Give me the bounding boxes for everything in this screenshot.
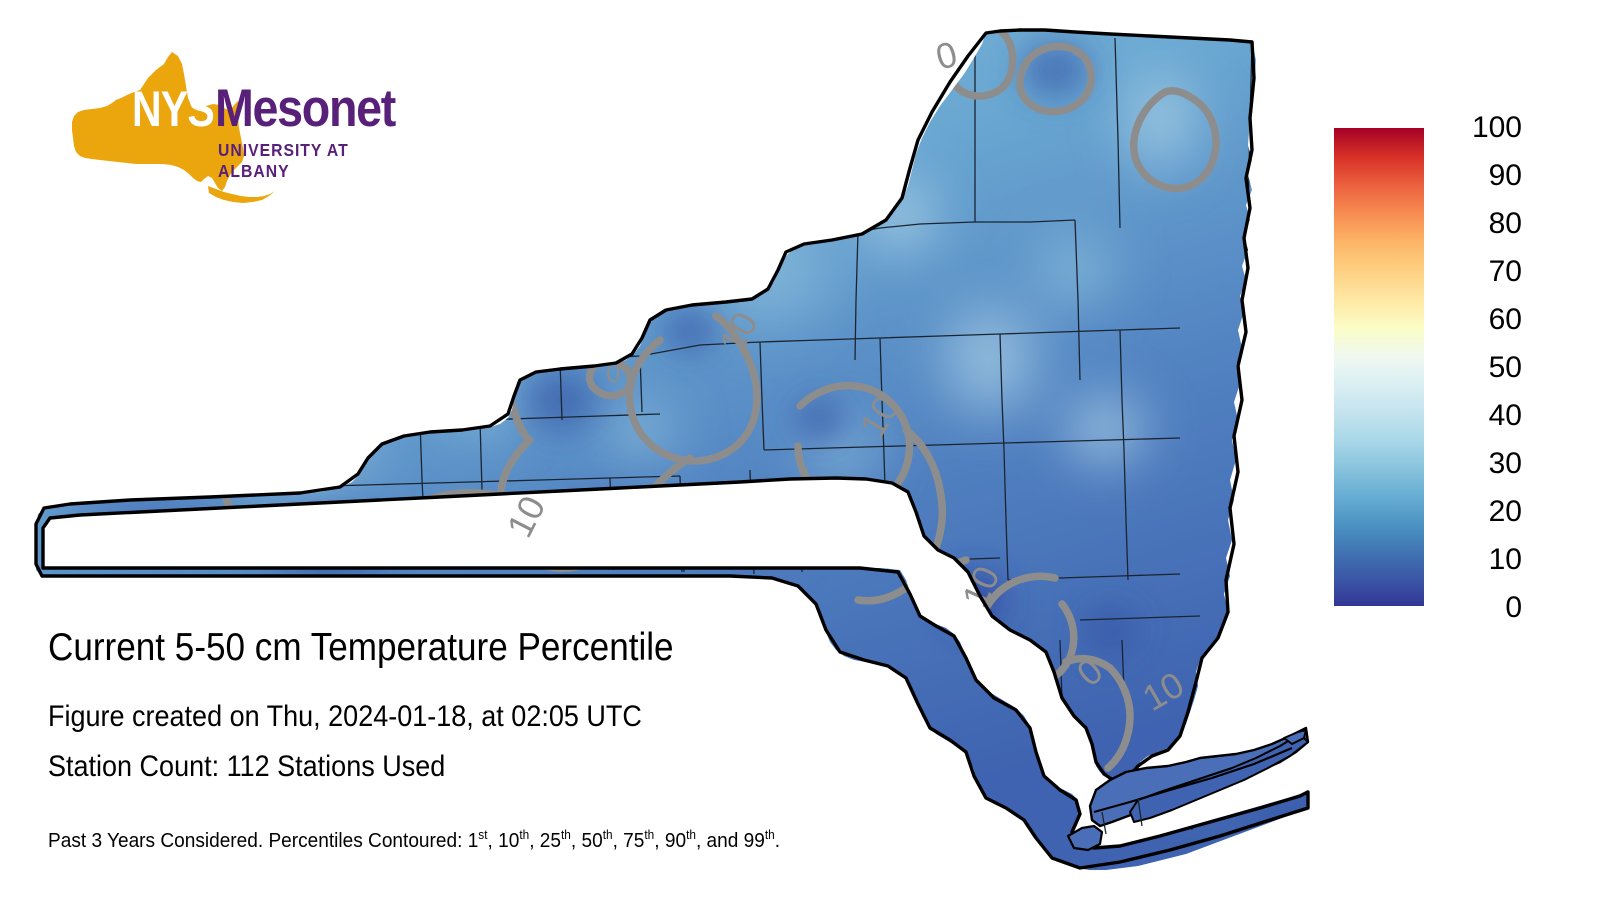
ordinal-suffix: th <box>602 827 613 842</box>
figure-created-text: Figure created on Thu, 2024-01-18, at 02… <box>48 700 642 733</box>
ordinal-suffix: th <box>686 827 696 842</box>
colorbar-tick-0: 0 <box>1505 591 1522 624</box>
colorbar-tick-20: 20 <box>1488 495 1522 528</box>
page-title: Current 5-50 cm Temperature Percentile <box>48 626 674 669</box>
colorbar-tick-40: 40 <box>1488 399 1522 432</box>
colorbar-tick-10: 10 <box>1488 543 1522 576</box>
ordinal-suffix: st <box>478 827 488 842</box>
nys-mesonet-logo: NYS Mesonet UNIVERSITY AT ALBANY <box>52 48 402 208</box>
station-count-text: Station Count: 112 Stations Used <box>48 750 446 783</box>
logo-brand-mesonet: Mesonet <box>215 79 396 138</box>
long-island-region <box>1066 726 1310 852</box>
state-boundary <box>34 28 1310 870</box>
contour-label: 10 <box>499 489 554 543</box>
ordinal-suffix: th <box>561 827 571 842</box>
ordinal-suffix: th <box>644 827 655 842</box>
colorbar-tick-70: 70 <box>1488 255 1522 288</box>
new-york-state-logo-shape <box>72 52 278 203</box>
new-york-state-percentile-map: 10 10 10 10 10 0 0 0 <box>34 28 1310 870</box>
ordinal-suffix: th <box>519 827 530 842</box>
colorbar-tick-50: 50 <box>1488 351 1522 384</box>
logo-brand-nys: NYS <box>132 81 215 137</box>
colorbar-tick-80: 80 <box>1488 207 1522 240</box>
colorbar-gradient <box>1334 128 1424 606</box>
logo-subtitle: UNIVERSITY AT ALBANY <box>218 140 349 181</box>
colorbar: 100 90 80 70 60 50 40 30 20 10 0 <box>1334 113 1584 623</box>
footnote-text: Past 3 Years Considered. Percentiles Con… <box>48 827 781 852</box>
colorbar-tick-90: 90 <box>1488 159 1522 192</box>
ordinal-suffix: th <box>764 827 775 842</box>
colorbar-tick-60: 60 <box>1488 303 1522 336</box>
colorbar-tick-100: 100 <box>1471 111 1522 144</box>
colorbar-tick-30: 30 <box>1488 447 1522 480</box>
